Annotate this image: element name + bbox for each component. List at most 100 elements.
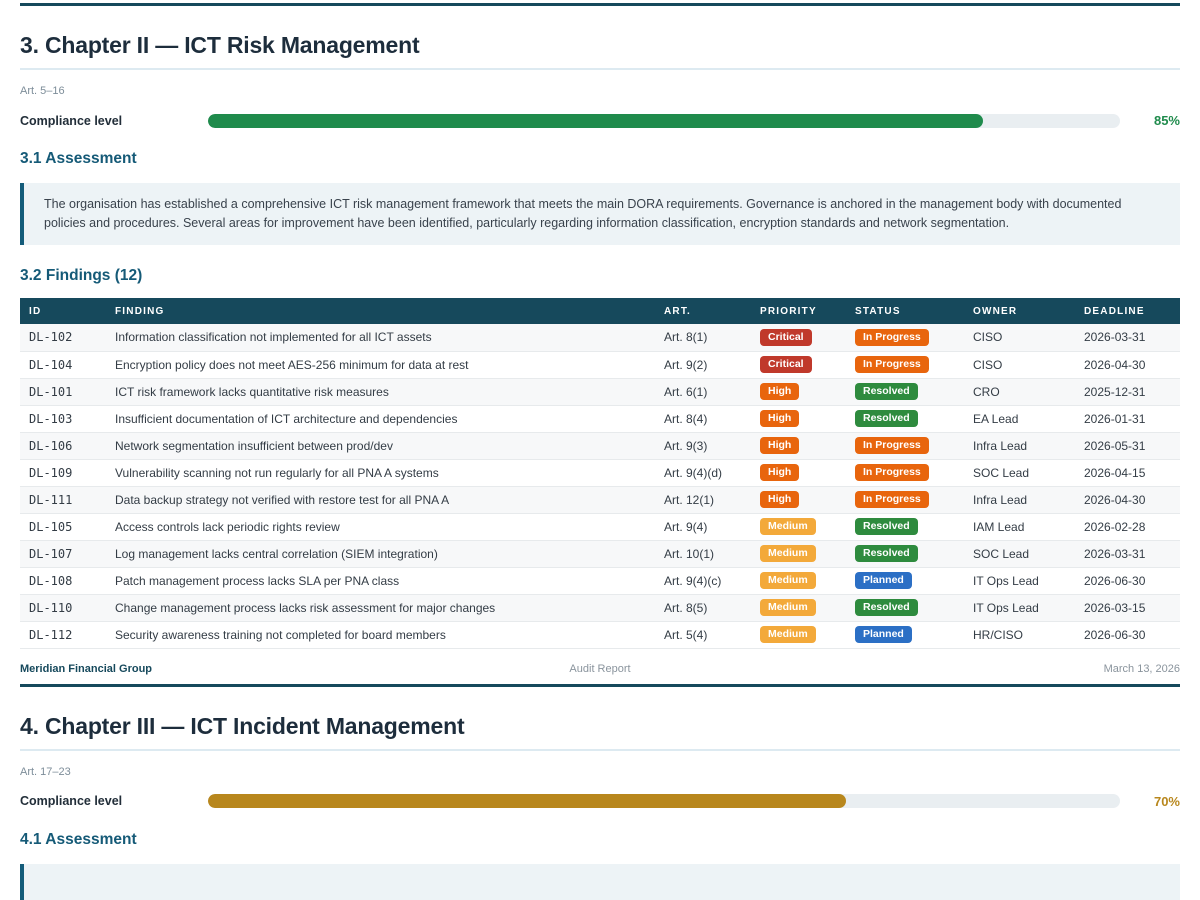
finding-status-badge: Resolved: [855, 383, 918, 400]
compliance-percent: 70%: [1153, 793, 1180, 809]
finding-deadline: 2026-06-30: [1075, 621, 1180, 649]
finding-status: Resolved: [846, 594, 964, 622]
column-header-deadline: DEADLINE: [1075, 298, 1180, 324]
finding-status: In Progress: [846, 324, 964, 352]
findings-table-body: DL-102 Information classification not imp…: [20, 324, 1180, 649]
finding-deadline: 2026-03-31: [1075, 324, 1180, 352]
finding-text: Encryption policy does not meet AES-256 …: [106, 351, 655, 379]
finding-owner: CISO: [964, 351, 1075, 379]
finding-status: Resolved: [846, 405, 964, 433]
finding-id: DL-105: [20, 513, 106, 541]
finding-owner: IAM Lead: [964, 513, 1075, 541]
finding-owner: Infra Lead: [964, 432, 1075, 460]
finding-status: Resolved: [846, 540, 964, 568]
finding-status-badge: In Progress: [855, 491, 929, 508]
column-header-owner: OWNER: [964, 298, 1075, 324]
finding-status: In Progress: [846, 459, 964, 487]
finding-article: Art. 5(4): [655, 621, 751, 649]
compliance-progressbar-fill: [208, 794, 847, 808]
chapter-heading: 3. Chapter II — ICT Risk Management: [20, 32, 420, 58]
finding-article: Art. 9(3): [655, 432, 751, 460]
compliance-row: Compliance level 85%: [20, 113, 1180, 128]
finding-id: DL-107: [20, 540, 106, 568]
footer-company: Meridian Financial Group: [20, 662, 153, 675]
finding-status-badge: Resolved: [855, 545, 918, 562]
finding-id: DL-104: [20, 351, 106, 379]
finding-priority: Critical: [751, 324, 846, 352]
finding-deadline: 2026-03-31: [1075, 540, 1180, 568]
finding-owner: EA Lead: [964, 405, 1075, 433]
finding-status: Resolved: [846, 378, 964, 406]
finding-id: DL-110: [20, 594, 106, 622]
compliance-row: Compliance level 70%: [20, 794, 1180, 809]
finding-priority-badge: High: [760, 383, 800, 400]
chapter-heading: 4. Chapter III — ICT Incident Management: [20, 712, 465, 739]
finding-status: Resolved: [846, 513, 964, 541]
finding-status: In Progress: [846, 351, 964, 379]
findings-table: ID FINDING ART. PRIORITY STATUS OWNER DE…: [20, 298, 1180, 649]
finding-priority: Medium: [751, 621, 846, 649]
finding-priority: Medium: [751, 540, 846, 568]
finding-priority: Medium: [751, 594, 846, 622]
article-range: Art. 5–16: [20, 85, 65, 97]
finding-deadline: 2026-04-30: [1075, 486, 1180, 514]
finding-status-badge: Planned: [855, 626, 912, 643]
finding-article: Art. 6(1): [655, 378, 751, 406]
finding-text: Data backup strategy not verified with r…: [106, 486, 655, 514]
finding-status-badge: Resolved: [855, 518, 918, 535]
finding-priority: High: [751, 459, 846, 487]
compliance-progressbar: [208, 113, 1120, 128]
heading-separator: [20, 748, 1180, 751]
finding-id: DL-108: [20, 567, 106, 595]
finding-text: Network segmentation insufficient betwee…: [106, 432, 655, 460]
finding-priority: High: [751, 486, 846, 514]
finding-priority-badge: Critical: [760, 356, 812, 373]
finding-deadline: 2026-02-28: [1075, 513, 1180, 541]
finding-article: Art. 8(1): [655, 324, 751, 352]
finding-article: Art. 10(1): [655, 540, 751, 568]
finding-priority: Medium: [751, 513, 846, 541]
finding-text: ICT risk framework lacks quantitative ri…: [106, 378, 655, 406]
table-row: DL-108 Patch management process lacks SLA…: [20, 567, 1180, 595]
finding-owner: HR/CISO: [964, 621, 1075, 649]
table-row: DL-104 Encryption policy does not meet AE…: [20, 351, 1180, 379]
table-row: DL-103 Insufficient documentation of ICT …: [20, 405, 1180, 433]
finding-text: Access controls lack periodic rights rev…: [106, 513, 655, 541]
finding-id: DL-106: [20, 432, 106, 460]
finding-owner: IT Ops Lead: [964, 594, 1075, 622]
finding-text: Log management lacks central correlation…: [106, 540, 655, 568]
table-row: DL-110 Change management process lacks ri…: [20, 594, 1180, 622]
heading-separator: [20, 68, 1180, 70]
finding-article: Art. 8(4): [655, 405, 751, 433]
finding-deadline: 2026-03-15: [1075, 594, 1180, 622]
compliance-progressbar-fill: [208, 113, 984, 128]
finding-status-badge: Resolved: [855, 599, 918, 616]
finding-text: Information classification not implement…: [106, 324, 655, 352]
finding-status: Planned: [846, 567, 964, 595]
assessment-heading: 4.1 Assessment: [20, 830, 137, 848]
finding-priority: High: [751, 378, 846, 406]
report-page-2: 4. Chapter III — ICT Incident Management…: [20, 713, 1180, 900]
finding-owner: CRO: [964, 378, 1075, 406]
assessment-blockquote: [20, 863, 1180, 900]
finding-article: Art. 9(4)(c): [655, 567, 751, 595]
finding-owner: CISO: [964, 324, 1075, 352]
column-header-priority: PRIORITY: [751, 298, 846, 324]
finding-text: Security awareness training not complete…: [106, 621, 655, 649]
findings-heading: 3.2 Findings (12): [20, 267, 143, 284]
column-header-id: ID: [20, 298, 106, 324]
footer-doc-type: Audit Report: [569, 662, 631, 675]
article-range: Art. 17–23: [20, 765, 71, 778]
finding-text: Change management process lacks risk ass…: [106, 594, 655, 622]
table-row: DL-106 Network segmentation insufficient …: [20, 432, 1180, 460]
table-row: DL-107 Log management lacks central corre…: [20, 540, 1180, 568]
table-row: DL-101 ICT risk framework lacks quantitat…: [20, 378, 1180, 406]
finding-priority-badge: Critical: [760, 329, 812, 346]
finding-priority-badge: High: [760, 410, 800, 427]
finding-status-badge: In Progress: [855, 437, 929, 454]
finding-priority: Critical: [751, 351, 846, 379]
finding-article: Art. 9(4): [655, 513, 751, 541]
report-page-1: 3. Chapter II — ICT Risk Management Art.…: [20, 3, 1180, 687]
finding-article: Art. 9(2): [655, 351, 751, 379]
finding-status: In Progress: [846, 432, 964, 460]
